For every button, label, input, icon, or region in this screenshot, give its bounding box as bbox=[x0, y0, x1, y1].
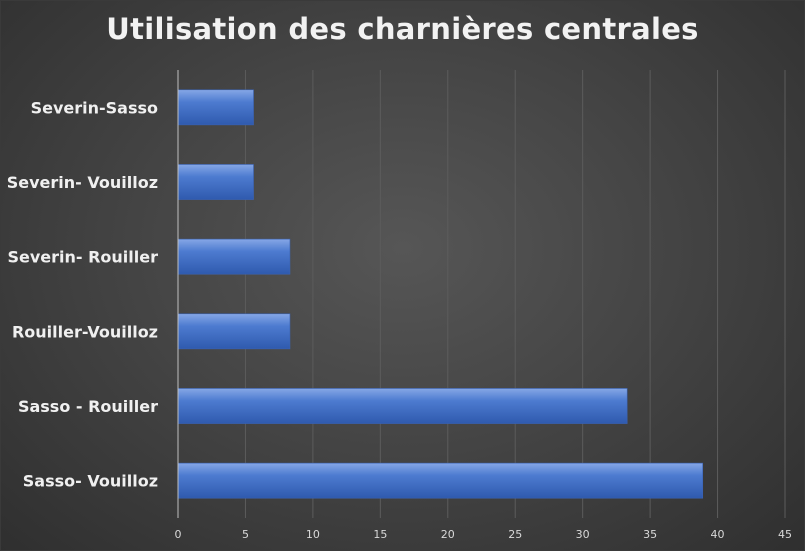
bar bbox=[177, 238, 291, 275]
category-labels: Severin-Sasso Severin- Vouilloz Severin- R… bbox=[7, 98, 158, 490]
x-tick-label: 5 bbox=[242, 528, 249, 541]
x-tick-label: 20 bbox=[441, 528, 455, 541]
bar bbox=[177, 313, 291, 350]
bar bbox=[177, 462, 704, 499]
x-tick-labels: 0 5 10 15 20 25 30 35 40 45 bbox=[175, 528, 793, 541]
gridlines bbox=[244, 70, 786, 518]
x-tick-label: 40 bbox=[711, 528, 725, 541]
x-tick-label: 25 bbox=[508, 528, 522, 541]
category-label: Rouiller-Vouilloz bbox=[12, 322, 158, 341]
category-label: Severin- Rouiller bbox=[7, 248, 158, 267]
category-label: Severin-Sasso bbox=[31, 98, 158, 117]
bar bbox=[177, 89, 254, 126]
chart-title: Utilisation des charnières centrales bbox=[106, 12, 699, 46]
category-label: Sasso - Rouiller bbox=[18, 397, 158, 416]
bars bbox=[177, 89, 704, 499]
x-tick-label: 30 bbox=[576, 528, 590, 541]
x-tick-label: 15 bbox=[373, 528, 387, 541]
x-tick-label: 0 bbox=[175, 528, 182, 541]
category-label: Severin- Vouilloz bbox=[7, 173, 158, 192]
x-tick-label: 10 bbox=[306, 528, 320, 541]
bar bbox=[177, 388, 628, 424]
category-label: Sasso- Vouilloz bbox=[23, 472, 158, 491]
x-tick-label: 35 bbox=[643, 528, 657, 541]
bar bbox=[177, 164, 254, 200]
x-tick-label: 45 bbox=[778, 528, 792, 541]
